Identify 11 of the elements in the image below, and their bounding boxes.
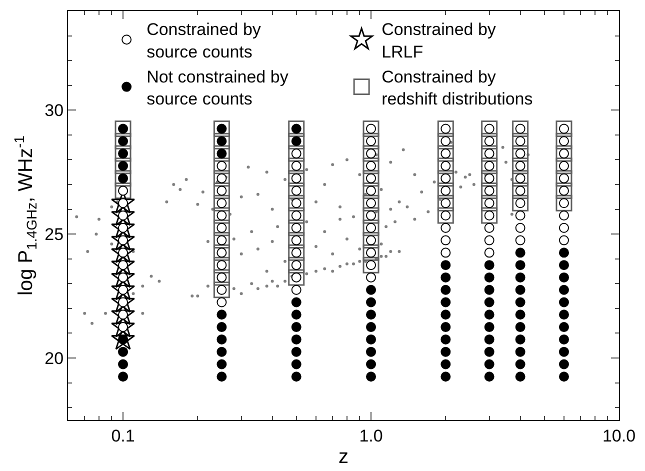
x-tick-label: 1.0 xyxy=(359,426,383,446)
legend-label: Constrained by LRLF xyxy=(382,20,496,62)
x-tick-label: 0.1 xyxy=(111,426,135,446)
y-tick-label: 25 xyxy=(44,225,64,244)
legend-label: Not constrained by source counts xyxy=(146,67,289,108)
x-axis-title: z xyxy=(338,446,348,468)
legend-label: Constrained by redshift distributions xyxy=(382,67,533,108)
y-tick-label: 30 xyxy=(44,101,64,120)
y-tick-label: 20 xyxy=(44,348,64,368)
legend-label: Constrained by source counts xyxy=(146,20,262,62)
x-tick-label: 10.0 xyxy=(602,426,636,446)
